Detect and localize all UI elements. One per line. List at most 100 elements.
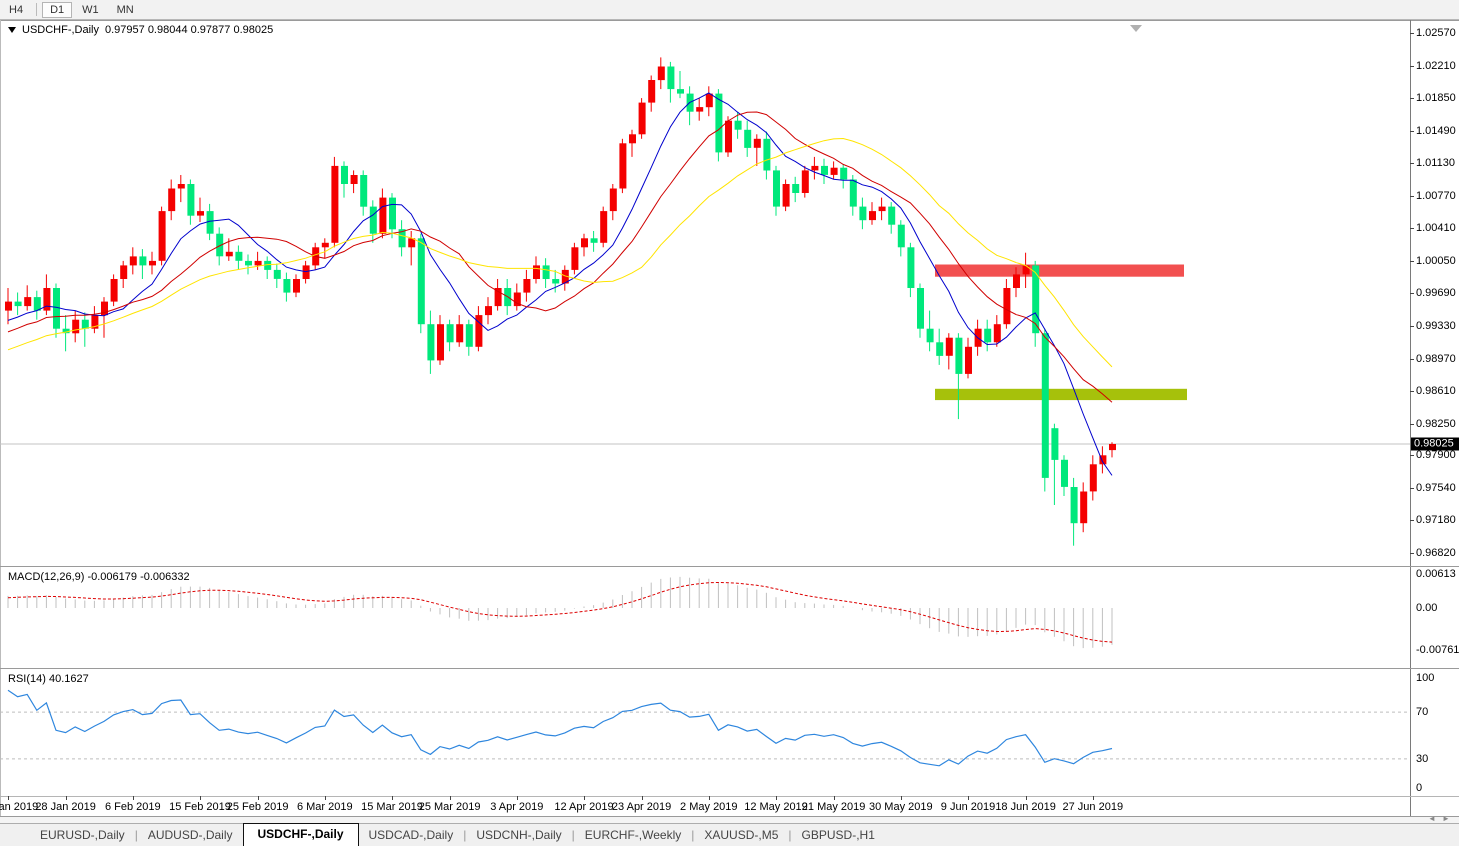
chart-ohlc-values: 0.97957 0.98044 0.97877 0.98025	[105, 24, 274, 36]
price-axis-tick	[1410, 358, 1414, 360]
price-axis-label: 1.01130	[1416, 157, 1455, 170]
macd-panel-separator[interactable]	[0, 566, 1459, 567]
date-axis-label: 15 Feb 2019	[169, 801, 231, 813]
date-axis-tick	[584, 796, 585, 800]
tab-audusd-daily[interactable]: AUDUSD-,Daily	[147, 828, 233, 842]
price-axis-tick	[1410, 520, 1414, 522]
tab-usdcnh-daily[interactable]: USDCNH-,Daily	[476, 828, 562, 842]
date-axis-tick	[392, 796, 393, 800]
tab-separator: |	[134, 828, 138, 842]
macd-label: MACD(12,26,9) -0.006179 -0.006332	[8, 571, 190, 583]
price-axis-label: 1.02570	[1416, 26, 1456, 39]
chart-top-border	[0, 20, 1459, 21]
indicator-axis-label: 100	[1416, 672, 1435, 684]
main-chart-canvas[interactable]	[0, 20, 1410, 566]
timeframe-button-d1[interactable]: D1	[42, 1, 73, 18]
price-axis-tick	[1410, 195, 1414, 197]
tab-separator: |	[571, 828, 575, 842]
chart-symbol-period: USDCHF-,Daily	[22, 24, 99, 36]
date-axis-label: 25 Mar 2019	[418, 801, 481, 813]
date-axis-label: 25 Feb 2019	[226, 801, 289, 813]
date-axis-tick	[200, 796, 201, 800]
symbol-dropdown-icon[interactable]	[8, 27, 16, 33]
date-axis-tick	[641, 796, 643, 800]
macd-indicator-canvas[interactable]	[0, 567, 1410, 668]
rsi-line	[7, 689, 1113, 767]
price-axis-label: 1.02210	[1416, 59, 1456, 72]
tab-separator: |	[788, 828, 792, 842]
date-axis-label: 6 Feb 2019	[104, 801, 161, 813]
date-axis-tick	[8, 796, 9, 800]
date-axis-tick	[132, 796, 134, 800]
current-price-badge: 0.98025	[1411, 437, 1459, 451]
date-axis-label: 21 May 2019	[801, 801, 866, 813]
indicator-axis-label: 30	[1416, 753, 1429, 765]
price-axis-tick	[1410, 32, 1414, 34]
rsi-panel-separator[interactable]	[0, 668, 1459, 669]
date-axis-label: 12 Apr 2019	[554, 801, 614, 813]
tab-separator: |	[691, 828, 695, 842]
indicator-axis-label: 0.00613	[1416, 568, 1456, 581]
price-axis-tick	[1410, 325, 1414, 327]
date-axis-tick	[516, 796, 518, 800]
price-axis-label: 0.97900	[1416, 449, 1456, 462]
scroll-left-icon[interactable]: ◄	[1428, 814, 1436, 823]
tab-usdcad-daily[interactable]: USDCAD-,Daily	[368, 828, 454, 842]
price-axis-label: 0.99330	[1416, 319, 1456, 332]
tab-xauusd-m5[interactable]: XAUUSD-,M5	[704, 828, 779, 842]
chart-shift-marker	[1130, 25, 1142, 32]
price-axis-label: 1.00050	[1416, 254, 1456, 267]
bottom-frame-line	[0, 816, 1459, 817]
timeframe-button-w1[interactable]: W1	[82, 3, 99, 16]
date-axis-tick	[1025, 796, 1027, 800]
date-axis-tick	[65, 796, 67, 800]
date-axis-label: 27 Jun 2019	[1062, 801, 1124, 813]
price-axis-tick	[1410, 552, 1414, 554]
price-axis-tick	[1410, 130, 1414, 132]
indicator-axis-label: 0	[1416, 782, 1423, 794]
price-axis-tick	[1410, 391, 1414, 393]
price-axis-tick	[1410, 228, 1414, 230]
price-axis-label: 0.96820	[1416, 546, 1456, 559]
tab-usdchf-daily[interactable]: USDCHF-,Daily	[242, 823, 359, 846]
candle-bodies	[5, 66, 1116, 524]
tab-eurusd-daily[interactable]: EURUSD-,Daily	[40, 828, 125, 842]
chart-title: USDCHF-,Daily 0.97957 0.98044 0.97877 0.…	[8, 24, 273, 36]
ma-slow-line	[7, 137, 1113, 368]
price-axis-label: 1.01850	[1416, 92, 1456, 105]
price-axis-tick	[1410, 260, 1414, 262]
scroll-right-icon[interactable]: ►	[1442, 814, 1450, 823]
date-axis-label: 23 Apr 2019	[611, 801, 672, 813]
tab-eurchf-weekly[interactable]: EURCHF-,Weekly	[584, 828, 682, 842]
tab-separator: |	[463, 828, 467, 842]
date-axis-label: 3 Apr 2019	[490, 801, 544, 813]
horizontal-scrollbar[interactable]: ◄ ►	[0, 814, 1459, 823]
price-axis-tick	[1410, 423, 1414, 425]
price-axis-label: 0.97180	[1416, 514, 1456, 527]
date-axis-tick	[708, 796, 710, 800]
tab-gbpusd-h1[interactable]: GBPUSD-,H1	[801, 828, 875, 842]
date-axis-label: 12 May 2019	[744, 801, 808, 813]
macd-histogram	[7, 576, 1113, 649]
indicator-axis-label: -0.007612	[1416, 643, 1459, 656]
price-axis-tick	[1410, 487, 1414, 489]
ma-fast-line	[7, 92, 1113, 476]
price-axis-label: 1.01490	[1416, 124, 1456, 137]
price-axis-tick	[1410, 163, 1414, 165]
rsi-indicator-canvas[interactable]	[0, 669, 1410, 796]
date-axis-tick	[257, 796, 259, 800]
price-axis-label: 0.97540	[1416, 481, 1456, 494]
price-axis-tick	[1410, 455, 1414, 457]
timeframe-button-h4[interactable]: H4	[9, 3, 24, 16]
macd-signal-line	[7, 581, 1113, 643]
date-axis-label: 6 Mar 2019	[296, 801, 353, 813]
date-axis-tick	[833, 796, 835, 800]
date-axis-separator	[0, 796, 1459, 797]
date-axis-label: 18 Jan 2019	[0, 801, 39, 813]
timeframe-button-mn[interactable]: MN	[116, 3, 134, 16]
timeframe-toolbar: H4 D1 W1 MN	[0, 0, 1459, 20]
date-axis-tick	[776, 796, 777, 800]
price-axis-label: 1.00410	[1416, 222, 1456, 235]
date-axis-tick	[324, 796, 326, 800]
